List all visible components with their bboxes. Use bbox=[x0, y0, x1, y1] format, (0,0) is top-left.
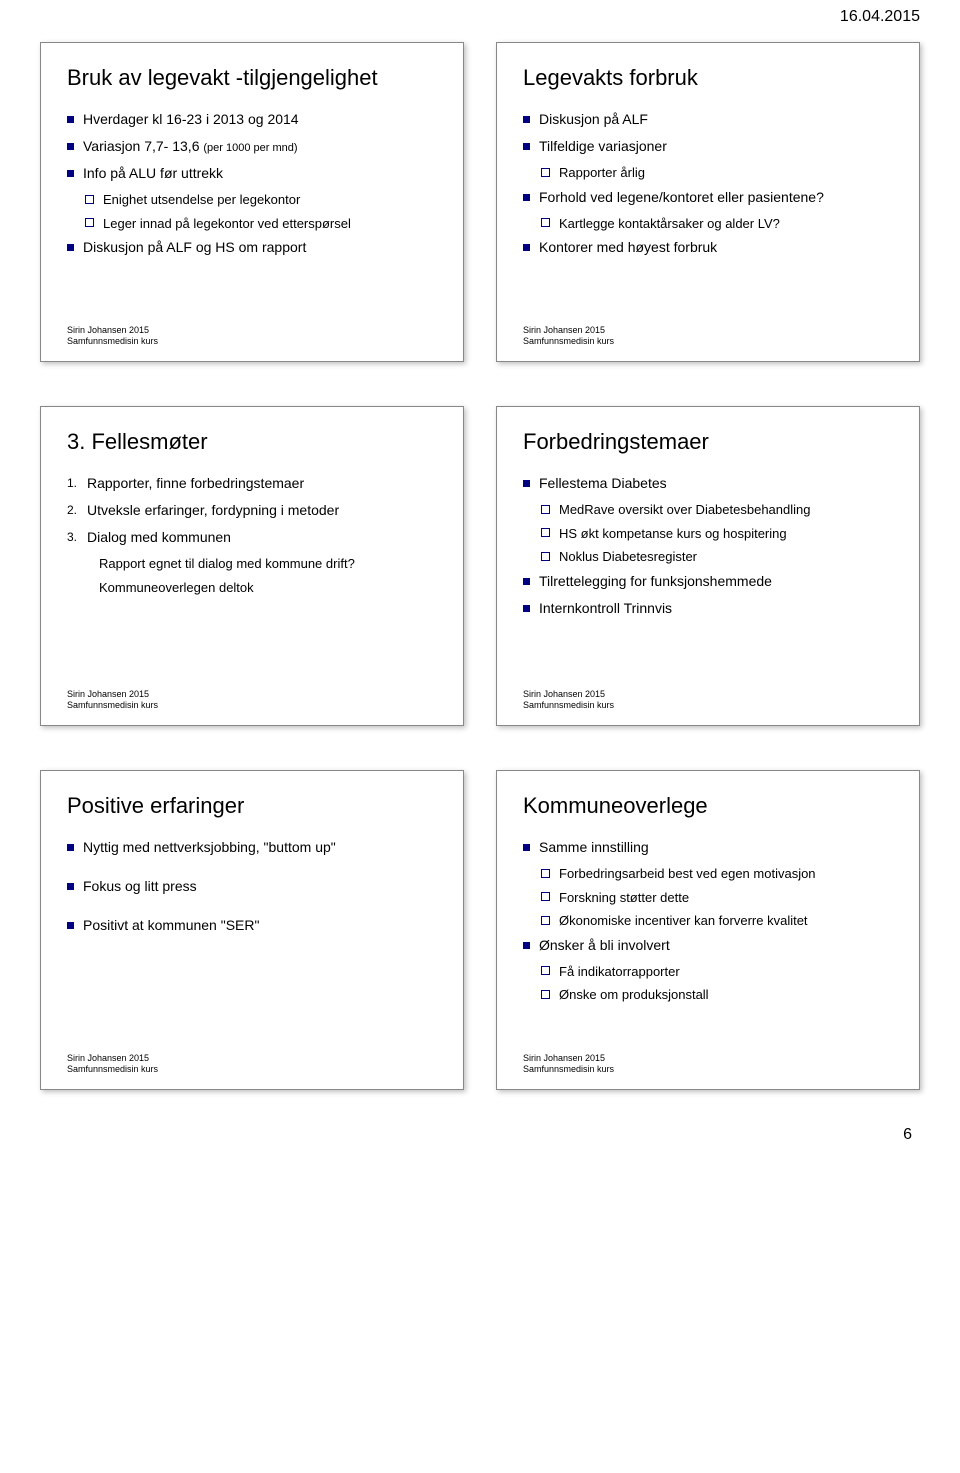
numbered-item: 2. Utveksle erfaringer, fordypning i meto… bbox=[67, 500, 437, 521]
sub-bullet-item: HS økt kompetanse kurs og hospitering bbox=[523, 524, 893, 544]
slide-body: 1. Rapporter, finne forbedringstemaer 2. Ut… bbox=[67, 473, 437, 689]
item-number: 3. bbox=[67, 528, 77, 546]
item-number: 2. bbox=[67, 501, 77, 519]
slide-title: Positive erfaringer bbox=[67, 793, 437, 819]
slide-footer: Sirin Johansen 2015Samfunnsmedisin kurs bbox=[67, 1053, 437, 1075]
bullet-item: Kontorer med høyest forbruk bbox=[523, 237, 893, 258]
item-number: 1. bbox=[67, 474, 77, 492]
slide-title: Forbedringstemaer bbox=[523, 429, 893, 455]
footer-line2: Samfunnsmedisin kurs bbox=[523, 336, 893, 347]
slide: 3. Fellesmøter 1. Rapporter, finne forbedr… bbox=[40, 406, 464, 726]
slide-footer: Sirin Johansen 2015Samfunnsmedisin kurs bbox=[67, 325, 437, 347]
bullet-item: Diskusjon på ALF og HS om rapport bbox=[67, 237, 437, 258]
bullet-item: Positivt at kommunen "SER" bbox=[67, 915, 437, 936]
sub-bullet-item: Rapporter årlig bbox=[523, 163, 893, 183]
item-text: Rapporter, finne forbedringstemaer bbox=[87, 475, 304, 491]
sub-bullet-item: Noklus Diabetesregister bbox=[523, 547, 893, 567]
sub-bullet-item: Kartlegge kontaktårsaker og alder LV? bbox=[523, 214, 893, 234]
bullet-item: Fokus og litt press bbox=[67, 876, 437, 897]
bullet-item: Variasjon 7,7- 13,6 (per 1000 per mnd) bbox=[67, 136, 437, 157]
slide-body: Nyttig med nettverksjobbing, "buttom up"… bbox=[67, 837, 437, 1053]
slide-grid: Bruk av legevakt -tilgjengelighet Hverdag… bbox=[0, 30, 960, 1106]
sub-bullet-item: Økonomiske incentiver kan forverre kvali… bbox=[523, 911, 893, 931]
slide: Forbedringstemaer Fellestema Diabetes MedR… bbox=[496, 406, 920, 726]
sub-bullet-item: Få indikatorrapporter bbox=[523, 962, 893, 982]
slide: Positive erfaringer Nyttig med nettverksj… bbox=[40, 770, 464, 1090]
footer-line1: Sirin Johansen 2015 bbox=[67, 689, 437, 700]
slide-body: Fellestema Diabetes MedRave oversikt over… bbox=[523, 473, 893, 689]
slide-footer: Sirin Johansen 2015Samfunnsmedisin kurs bbox=[523, 1053, 893, 1075]
slide-body: Diskusjon på ALF Tilfeldige variasjoner Ra… bbox=[523, 109, 893, 325]
footer-line1: Sirin Johansen 2015 bbox=[523, 325, 893, 336]
footer-line2: Samfunnsmedisin kurs bbox=[67, 1064, 437, 1075]
bullet-item: Fellestema Diabetes bbox=[523, 473, 893, 494]
footer-line2: Samfunnsmedisin kurs bbox=[523, 700, 893, 711]
item-text: Utveksle erfaringer, fordypning i metode… bbox=[87, 502, 339, 518]
bullet-item: Nyttig med nettverksjobbing, "buttom up" bbox=[67, 837, 437, 858]
bullet-item: Forhold ved legene/kontoret eller pasien… bbox=[523, 187, 893, 208]
slide-title: 3. Fellesmøter bbox=[67, 429, 437, 455]
slide: Bruk av legevakt -tilgjengelighet Hverdag… bbox=[40, 42, 464, 362]
sub-bullet-item: MedRave oversikt over Diabetesbehandling bbox=[523, 500, 893, 520]
slide-footer: Sirin Johansen 2015Samfunnsmedisin kurs bbox=[523, 325, 893, 347]
slide: Kommuneoverlege Samme innstilling Forbedri… bbox=[496, 770, 920, 1090]
numbered-item: 3. Dialog med kommunen bbox=[67, 527, 437, 548]
slide-title: Bruk av legevakt -tilgjengelighet bbox=[67, 65, 437, 91]
slide-body: Hverdager kl 16-23 i 2013 og 2014 Variasj… bbox=[67, 109, 437, 325]
bullet-item: Tilfeldige variasjoner bbox=[523, 136, 893, 157]
bullet-item: Info på ALU før uttrekk bbox=[67, 163, 437, 184]
footer-line1: Sirin Johansen 2015 bbox=[523, 689, 893, 700]
slide-body: Samme innstilling Forbedringsarbeid best … bbox=[523, 837, 893, 1053]
sub-bullet-item: Enighet utsendelse per legekontor bbox=[67, 190, 437, 210]
bullet-item: Internkontroll Trinnvis bbox=[523, 598, 893, 619]
page-header-date: 16.04.2015 bbox=[0, 0, 960, 30]
slide-title: Kommuneoverlege bbox=[523, 793, 893, 819]
slide-title: Legevakts forbruk bbox=[523, 65, 893, 91]
footer-line2: Samfunnsmedisin kurs bbox=[67, 336, 437, 347]
footer-line1: Sirin Johansen 2015 bbox=[67, 1053, 437, 1064]
sub-bullet-item: Forskning støtter dette bbox=[523, 888, 893, 908]
bullet-item: Ønsker å bli involvert bbox=[523, 935, 893, 956]
footer-line1: Sirin Johansen 2015 bbox=[523, 1053, 893, 1064]
numbered-item: 1. Rapporter, finne forbedringstemaer bbox=[67, 473, 437, 494]
bullet-item: Hverdager kl 16-23 i 2013 og 2014 bbox=[67, 109, 437, 130]
sub-bullet-item: Ønske om produksjonstall bbox=[523, 985, 893, 1005]
bullet-item: Diskusjon på ALF bbox=[523, 109, 893, 130]
sub-bullet-item: Leger innad på legekontor ved etterspørs… bbox=[67, 214, 437, 234]
footer-line1: Sirin Johansen 2015 bbox=[67, 325, 437, 336]
slide-footer: Sirin Johansen 2015Samfunnsmedisin kurs bbox=[523, 689, 893, 711]
footer-line2: Samfunnsmedisin kurs bbox=[523, 1064, 893, 1075]
slide-footer: Sirin Johansen 2015Samfunnsmedisin kurs bbox=[67, 689, 437, 711]
sub-bullet-item: Forbedringsarbeid best ved egen motivasj… bbox=[523, 864, 893, 884]
footer-line2: Samfunnsmedisin kurs bbox=[67, 700, 437, 711]
bullet-item: Tilrettelegging for funksjonshemmede bbox=[523, 571, 893, 592]
slide: Legevakts forbruk Diskusjon på ALF Tilfeld… bbox=[496, 42, 920, 362]
bullet-suffix-small: (per 1000 per mnd) bbox=[203, 142, 297, 154]
page-number: 6 bbox=[0, 1106, 960, 1160]
sub-plain-item: Kommuneoverlegen deltok bbox=[67, 578, 437, 598]
sub-plain-item: Rapport egnet til dialog med kommune dri… bbox=[67, 554, 437, 574]
item-text: Dialog med kommunen bbox=[87, 529, 231, 545]
bullet-item: Samme innstilling bbox=[523, 837, 893, 858]
